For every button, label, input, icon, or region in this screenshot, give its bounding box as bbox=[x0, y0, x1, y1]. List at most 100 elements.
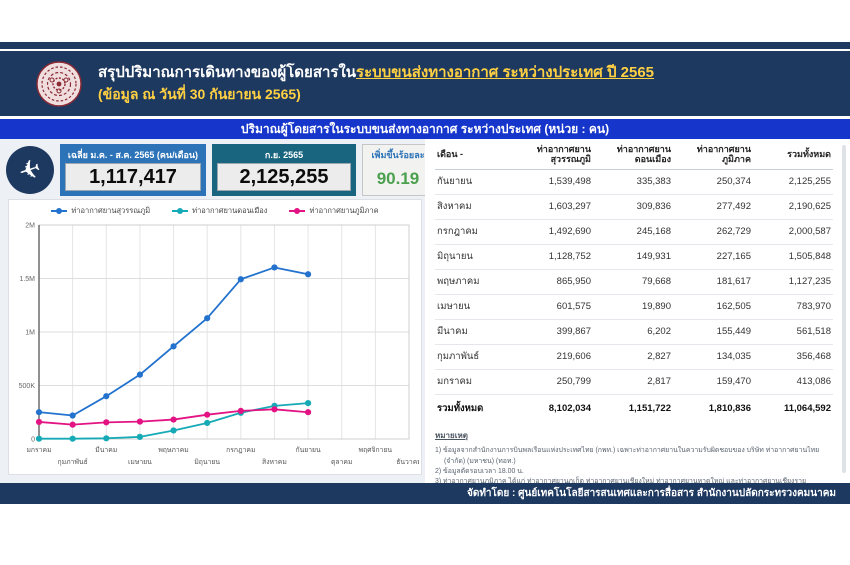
data-point[interactable] bbox=[304, 400, 312, 407]
page-title-link[interactable]: ระบบขนส่งทางอากาศ ระหว่างประเทศ ปี 2565 bbox=[356, 64, 655, 82]
data-point[interactable] bbox=[170, 427, 177, 434]
data-point[interactable] bbox=[204, 411, 211, 418]
footer-credit-text: จัดทำโดย : ศูนย์เทคโนโลยีสารสนเทศและการส… bbox=[466, 488, 836, 499]
kpi-growth-box: เพิ่มขึ้นร้อยละ 90.19 bbox=[362, 144, 434, 196]
value-cell: 162,505 bbox=[673, 294, 753, 320]
value-cell: 227,165 bbox=[673, 244, 753, 270]
data-point[interactable] bbox=[35, 435, 43, 442]
data-point[interactable] bbox=[204, 419, 211, 427]
month-cell: มีนาคม bbox=[435, 319, 513, 345]
data-point[interactable] bbox=[237, 276, 244, 283]
value-cell: 783,970 bbox=[753, 294, 833, 320]
table-row: เมษายน 601,575 19,890 162,505 783,970 bbox=[435, 294, 833, 320]
svg-text:1.5M: 1.5M bbox=[19, 276, 35, 283]
table-scrollbar[interactable] bbox=[842, 145, 846, 473]
month-cell: พฤษภาคม bbox=[435, 269, 513, 295]
data-point[interactable] bbox=[136, 433, 144, 440]
ministry-seal-logo bbox=[36, 60, 82, 107]
value-cell: 1,492,690 bbox=[513, 219, 593, 245]
data-point[interactable] bbox=[35, 418, 43, 426]
svg-text:มิถุนายน: มิถุนายน bbox=[194, 458, 220, 466]
svg-text:พฤศจิกายน: พฤศจิกายน bbox=[359, 446, 393, 454]
month-cell: กุมภาพันธ์ bbox=[435, 344, 513, 370]
data-point[interactable] bbox=[271, 406, 278, 413]
data-point[interactable] bbox=[69, 435, 76, 442]
svg-text:กุมภาพันธ์: กุมภาพันธ์ bbox=[58, 458, 88, 466]
data-point[interactable] bbox=[170, 343, 177, 350]
table-row: กุมภาพันธ์ 219,606 2,827 134,035 356,468 bbox=[435, 344, 833, 370]
table-header-1[interactable]: ท่าอากาศยาน สุวรรณภูมิ bbox=[513, 141, 593, 170]
value-cell: 2,000,587 bbox=[753, 219, 833, 245]
kpi-row: ✈ เฉลี่ย ม.ค. - ส.ค. 2565 (คน/เดือน) 1,1… bbox=[6, 144, 434, 196]
data-point[interactable] bbox=[304, 409, 312, 416]
section-title-bar: ปริมาณผู้โดยสารในระบบขนส่งทางอากาศ ระหว่… bbox=[0, 119, 850, 139]
svg-text:มกราคม: มกราคม bbox=[26, 447, 51, 454]
data-point[interactable] bbox=[136, 418, 144, 425]
kpi-average-value: 1,117,417 bbox=[65, 163, 201, 191]
data-point[interactable] bbox=[69, 412, 76, 419]
legend-item-1[interactable]: ท่าอากาศยานดอนเมือง bbox=[172, 205, 267, 217]
data-point[interactable] bbox=[237, 407, 244, 414]
legend-marker-icon bbox=[289, 207, 306, 215]
data-point[interactable] bbox=[35, 409, 43, 416]
data-point[interactable] bbox=[304, 271, 312, 278]
table-header-4[interactable]: รวมทั้งหมด bbox=[753, 141, 833, 170]
value-cell: 149,931 bbox=[593, 244, 673, 270]
value-cell: 1,128,752 bbox=[513, 244, 593, 270]
series-0 bbox=[35, 264, 312, 419]
data-point[interactable] bbox=[103, 419, 110, 426]
value-cell: 1,603,297 bbox=[513, 194, 593, 220]
data-point[interactable] bbox=[204, 315, 211, 322]
month-cell: เมษายน bbox=[435, 294, 513, 320]
data-point[interactable] bbox=[103, 435, 110, 442]
monthly-passenger-table: เดือน - ท่าอากาศยาน สุวรรณภูมิ ท่าอากาศยาน… bbox=[435, 141, 833, 421]
notes-section: หมายเหตุ 1) ข้อมูลจากสำนักงานการบินพลเรื… bbox=[435, 429, 833, 487]
svg-text:กันยายน: กันยายน bbox=[295, 446, 321, 454]
data-point[interactable] bbox=[136, 371, 144, 378]
svg-text:ตุลาคม: ตุลาคม bbox=[331, 459, 352, 466]
note-item-3: 3) ท่าอากาศยานภูมิภาค ได้แก่ ท่าอากาศยาน… bbox=[435, 478, 807, 486]
table-total-row: รวมทั้งหมด 8,102,034 1,151,722 1,810,836 11,… bbox=[435, 393, 833, 421]
data-point[interactable] bbox=[69, 421, 76, 428]
svg-text:0: 0 bbox=[31, 437, 35, 444]
legend-label: ท่าอากาศยานดอนเมือง bbox=[192, 206, 268, 215]
value-cell: 250,374 bbox=[673, 169, 753, 195]
svg-text:กรกฎาคม: กรกฎาคม bbox=[226, 447, 255, 454]
value-cell: 155,449 bbox=[673, 319, 753, 345]
airplane-icon: ✈ bbox=[6, 146, 54, 194]
value-cell: 277,492 bbox=[673, 194, 753, 220]
month-cell: สิงหาคม bbox=[435, 194, 513, 220]
month-cell: มกราคม bbox=[435, 369, 513, 395]
table-header-2[interactable]: ท่าอากาศยาน ดอนเมือง bbox=[593, 141, 673, 170]
value-cell: 134,035 bbox=[673, 344, 753, 370]
chart-series bbox=[35, 264, 312, 442]
table-header-0[interactable]: เดือน - bbox=[435, 141, 513, 170]
value-cell: 2,827 bbox=[593, 344, 673, 370]
svg-text:มีนาคม: มีนาคม bbox=[95, 446, 117, 454]
value-cell: 19,890 bbox=[593, 294, 673, 320]
value-cell: 6,202 bbox=[593, 319, 673, 345]
table-row: กรกฎาคม 1,492,690 245,168 262,729 2,000,587 bbox=[435, 219, 833, 245]
series-2 bbox=[35, 406, 312, 428]
page-title: สรุปปริมาณการเดินทางของผู้โดยสารในระบบขน… bbox=[98, 64, 655, 82]
value-cell: 335,383 bbox=[593, 169, 673, 195]
table-row: มิถุนายน 1,128,752 149,931 227,165 1,505,848 bbox=[435, 244, 833, 270]
chart-gridlines bbox=[38, 224, 410, 440]
data-point[interactable] bbox=[170, 416, 177, 423]
svg-text:500K: 500K bbox=[19, 383, 36, 390]
table-header-3[interactable]: ท่าอากาศยาน ภูมิภาค bbox=[673, 141, 753, 170]
page-subtitle: (ข้อมูล ณ วันที่ 30 กันยายน 2565) bbox=[98, 86, 301, 103]
value-cell: 2,817 bbox=[593, 369, 673, 395]
notes-heading: หมายเหตุ bbox=[435, 431, 468, 441]
value-cell: 561,518 bbox=[753, 319, 833, 345]
dashboard-content: ✈ เฉลี่ย ม.ค. - ส.ค. 2565 (คน/เดือน) 1,1… bbox=[0, 139, 850, 485]
data-point[interactable] bbox=[103, 393, 110, 400]
legend-item-0[interactable]: ท่าอากาศยานสุวรรณภูมิ bbox=[51, 205, 150, 217]
legend-label: ท่าอากาศยานภูมิภาค bbox=[309, 206, 379, 215]
data-point[interactable] bbox=[271, 264, 278, 271]
legend-item-2[interactable]: ท่าอากาศยานภูมิภาค bbox=[289, 205, 379, 217]
top-navy-strip bbox=[0, 42, 850, 49]
value-cell: 413,086 bbox=[753, 369, 833, 395]
